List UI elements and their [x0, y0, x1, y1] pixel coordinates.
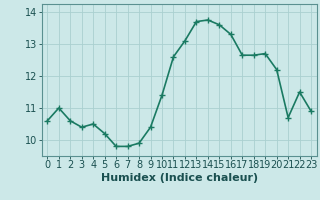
- X-axis label: Humidex (Indice chaleur): Humidex (Indice chaleur): [100, 173, 258, 183]
